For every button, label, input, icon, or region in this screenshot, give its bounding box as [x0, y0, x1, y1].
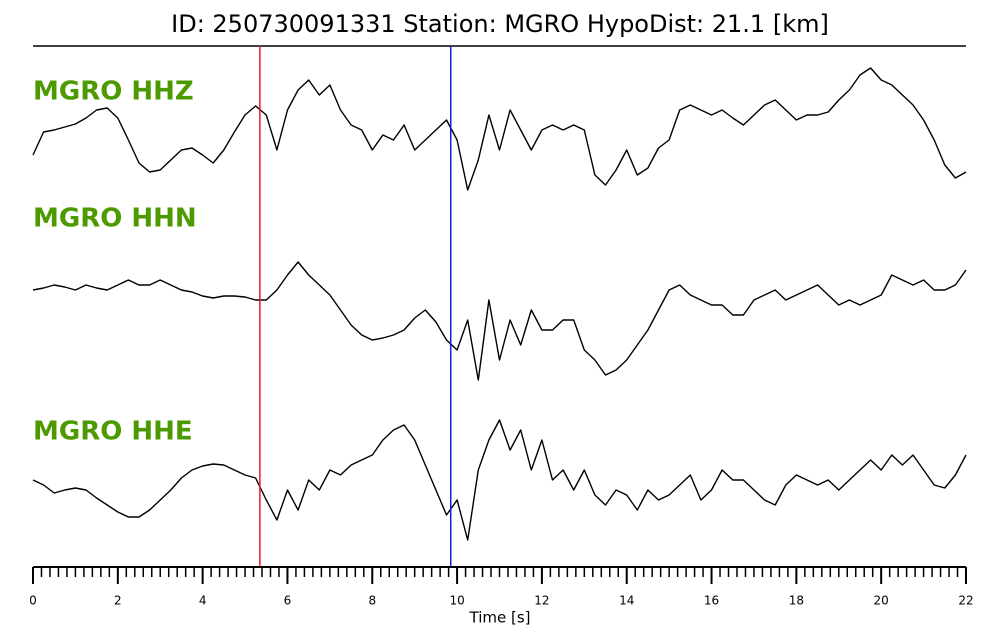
trace-label: MGRO HHE: [33, 417, 193, 447]
x-tick-label: 18: [789, 594, 804, 608]
x-tick-label: 8: [368, 594, 376, 608]
trace: [32, 419, 967, 541]
trace: [32, 261, 967, 381]
x-tick-label: 4: [199, 594, 207, 608]
x-tick-label: 16: [704, 594, 719, 608]
trace: [32, 67, 967, 191]
x-tick-label: 6: [284, 594, 292, 608]
x-tick-label: 10: [449, 594, 464, 608]
x-tick-label: 2: [114, 594, 122, 608]
x-tick-label: 22: [958, 594, 973, 608]
x-tick-label: 14: [619, 594, 634, 608]
x-tick-label: 20: [874, 594, 889, 608]
trace-label: MGRO HHZ: [33, 77, 194, 107]
trace-label: MGRO HHN: [33, 204, 197, 234]
x-axis-label: Time [s]: [469, 609, 531, 627]
chart-title: ID: 250730091331 Station: MGRO HypoDist:…: [171, 10, 829, 38]
x-tick-label: 12: [534, 594, 549, 608]
x-tick-label: 0: [29, 594, 37, 608]
